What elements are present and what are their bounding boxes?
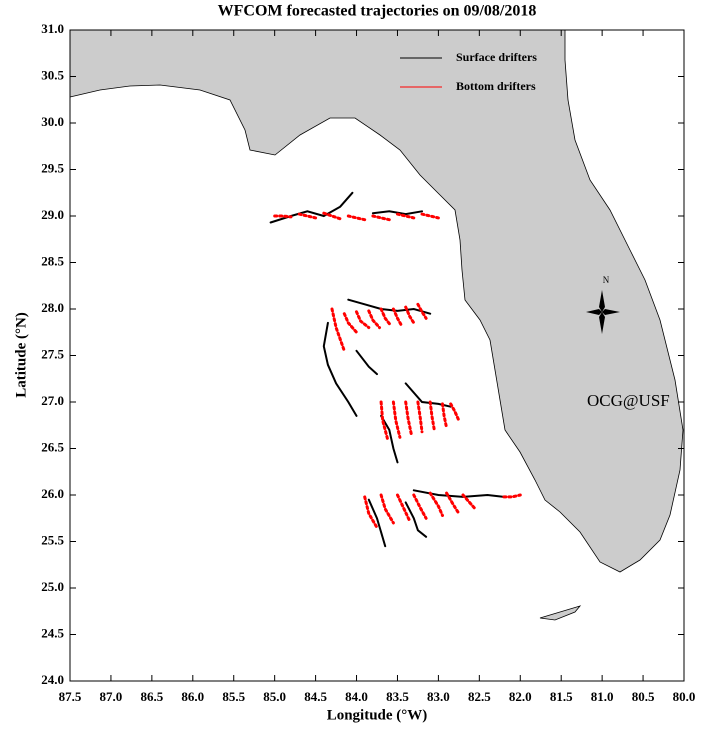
y-tick-label: 28.0 (41, 300, 64, 315)
x-tick-label: 81.5 (550, 689, 573, 704)
trajectory (273, 211, 522, 530)
keys (539, 605, 582, 621)
legend-label: Bottom drifters (456, 79, 536, 93)
x-tick-label: 81.0 (591, 689, 614, 704)
y-tick-label: 26.5 (41, 439, 64, 454)
x-tick-label: 87.0 (100, 689, 123, 704)
y-tick-label: 27.0 (41, 393, 64, 408)
x-tick-label: 80.0 (673, 689, 696, 704)
y-tick-label: 26.0 (41, 486, 64, 501)
x-tick-label: 85.5 (222, 689, 245, 704)
x-tick-label: 86.0 (181, 689, 204, 704)
x-axis-label: Longitude (°W) (327, 707, 428, 723)
y-tick-label: 24.5 (41, 625, 64, 640)
legend-label: Surface drifters (456, 50, 537, 64)
x-tick-label: 83.0 (427, 689, 450, 704)
y-tick-label: 28.5 (41, 253, 64, 268)
annotation-ocg: OCG@USF (587, 391, 670, 410)
y-tick-label: 29.5 (41, 160, 64, 175)
x-tick-label: 80.5 (632, 689, 655, 704)
y-tick-label: 30.5 (41, 67, 64, 82)
compass (586, 290, 620, 334)
land (69, 29, 684, 573)
x-tick-label: 86.5 (140, 689, 163, 704)
y-tick-label: 30.0 (41, 114, 64, 129)
y-axis-label: Latitude (°N) (13, 312, 29, 398)
y-tick-label: 25.0 (41, 579, 64, 594)
compass-north: N (603, 275, 610, 285)
y-tick-label: 25.5 (41, 532, 64, 547)
x-tick-label: 85.0 (263, 689, 286, 704)
y-tick-label: 24.0 (41, 672, 64, 687)
x-tick-label: 83.5 (386, 689, 409, 704)
x-tick-label: 87.5 (59, 689, 82, 704)
x-tick-label: 84.0 (345, 689, 368, 704)
x-tick-label: 84.5 (304, 689, 327, 704)
y-tick-label: 29.0 (41, 207, 64, 222)
chart-title: WFCOM forecasted trajectories on 09/08/2… (218, 3, 537, 20)
y-tick-label: 31.0 (41, 21, 64, 36)
x-tick-label: 82.0 (509, 689, 532, 704)
y-tick-label: 27.5 (41, 346, 64, 361)
x-tick-label: 82.5 (468, 689, 491, 704)
